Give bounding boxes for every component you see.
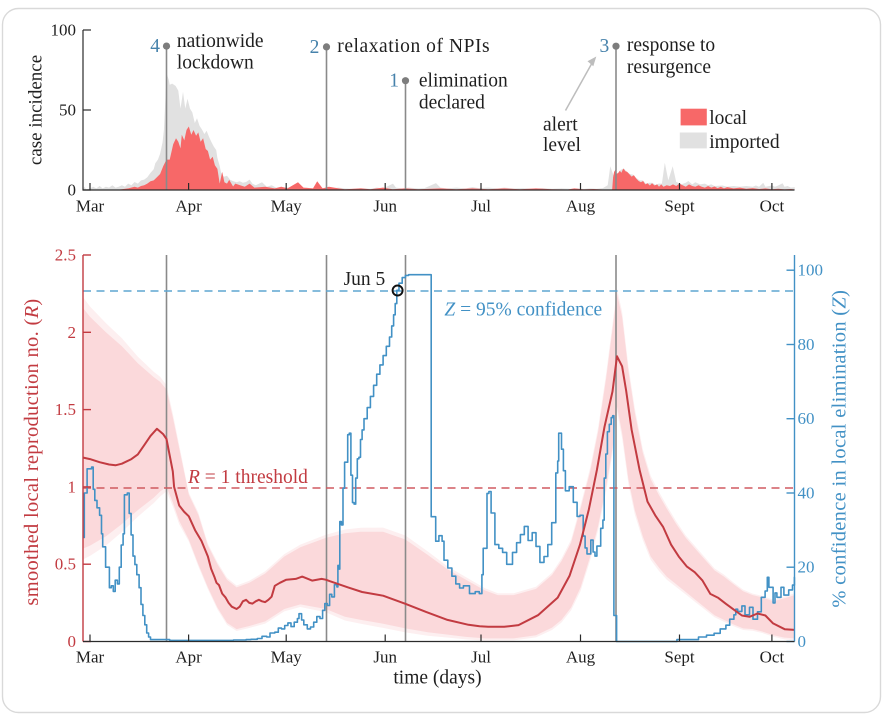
svg-text:relaxation of NPIs: relaxation of NPIs	[337, 36, 490, 57]
svg-text:40: 40	[798, 484, 815, 503]
svg-text:2: 2	[310, 37, 320, 58]
svg-text:May: May	[271, 197, 303, 216]
svg-text:% confidence in local eliminat: % confidence in local elimination (Z)	[829, 290, 851, 608]
svg-text:0: 0	[68, 181, 77, 200]
svg-text:100: 100	[51, 21, 77, 40]
svg-text:response to: response to	[627, 35, 715, 56]
svg-text:80: 80	[798, 335, 815, 354]
svg-text:local: local	[709, 108, 747, 129]
svg-text:resurgence: resurgence	[627, 57, 711, 78]
svg-text:Jul: Jul	[471, 197, 491, 216]
svg-text:Oct: Oct	[760, 648, 785, 667]
svg-text:nationwide: nationwide	[177, 31, 264, 52]
svg-text:Jun: Jun	[373, 648, 397, 667]
svg-text:Apr: Apr	[175, 197, 202, 216]
svg-text:0: 0	[798, 632, 807, 651]
svg-text:case incidence: case incidence	[26, 55, 47, 165]
svg-text:May: May	[271, 648, 303, 667]
svg-text:alert: alert	[543, 114, 578, 135]
svg-text:1.5: 1.5	[55, 400, 76, 419]
svg-text:Jul: Jul	[471, 648, 491, 667]
svg-text:Aug: Aug	[566, 197, 596, 216]
svg-text:Mar: Mar	[76, 648, 105, 667]
svg-text:Jun: Jun	[373, 197, 397, 216]
svg-text:R = 1 threshold: R = 1 threshold	[187, 467, 308, 488]
svg-text:Apr: Apr	[175, 648, 202, 667]
svg-text:0: 0	[68, 632, 77, 651]
svg-text:3: 3	[599, 36, 609, 57]
svg-text:Jun 5: Jun 5	[344, 269, 386, 290]
svg-text:2: 2	[68, 323, 77, 342]
svg-text:imported: imported	[709, 132, 780, 153]
svg-text:60: 60	[798, 409, 815, 428]
svg-text:Sept: Sept	[664, 648, 695, 667]
svg-text:Sept: Sept	[664, 197, 695, 216]
svg-text:Aug: Aug	[566, 648, 596, 667]
svg-text:20: 20	[798, 558, 815, 577]
svg-text:Z = 95% confidence: Z = 95% confidence	[444, 300, 602, 321]
svg-text:1: 1	[389, 71, 399, 92]
svg-text:elimination: elimination	[419, 70, 508, 91]
svg-text:2.5: 2.5	[55, 246, 76, 265]
svg-text:50: 50	[59, 101, 76, 120]
svg-text:smoothed local reproduction no: smoothed local reproduction no. (R)	[21, 298, 43, 605]
svg-text:lockdown: lockdown	[177, 53, 254, 74]
svg-text:0.5: 0.5	[55, 555, 76, 574]
svg-text:1: 1	[68, 477, 77, 496]
svg-text:100: 100	[798, 261, 824, 280]
svg-text:level: level	[543, 135, 581, 156]
svg-text:Mar: Mar	[76, 197, 105, 216]
svg-text:4: 4	[150, 36, 160, 57]
svg-text:Oct: Oct	[760, 197, 785, 216]
svg-text:declared: declared	[419, 92, 485, 113]
svg-text:time (days): time (days)	[393, 668, 481, 689]
